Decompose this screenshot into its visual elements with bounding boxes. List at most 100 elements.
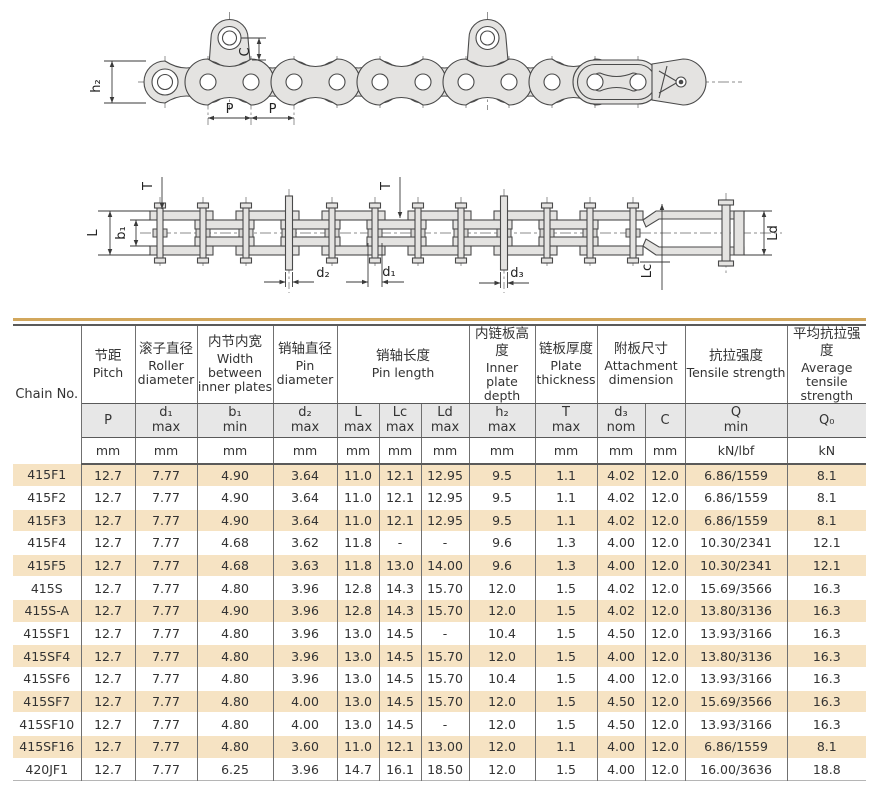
value-cell: 3.96 [273, 576, 338, 600]
fork-end [642, 199, 745, 267]
value-cell: 14.5 [379, 712, 422, 736]
symbol-cell: Q₀ [787, 403, 867, 438]
connecting-link [572, 59, 661, 105]
symbol-cell: b₁ min [197, 403, 274, 438]
value-cell: 16.3 [812, 648, 841, 664]
value-cell: 3.96 [273, 599, 338, 623]
value-cell: 12.0 [645, 622, 686, 645]
table-row: 415S-A 12.7 7.77 4.90 3.96 12.8 14.3 15.70 12.0 1… [13, 599, 867, 623]
value-cell: 13.0 [337, 622, 380, 645]
value-cell: 16.1 [379, 758, 422, 781]
chain-no-cell: 420JF1 [13, 758, 82, 781]
value-cell: 7.77 [135, 486, 198, 510]
value-cell: 8.1 [816, 739, 837, 755]
value-cell: 18.50 [421, 758, 470, 781]
unit-cell: mm [273, 437, 338, 465]
symbol-cell: Lc max [379, 403, 422, 438]
value-cell: 4.50 [597, 690, 646, 713]
value-cell: 12.7 [81, 599, 136, 623]
value-cell: 6.86/1559 [685, 735, 788, 759]
value-cell: 12.0 [645, 712, 686, 736]
value-cell: 4.02 [597, 463, 646, 487]
value-cell: 4.00 [597, 644, 646, 668]
column-group-header: 节距 Pitch [81, 325, 136, 404]
inner-plates [194, 219, 599, 247]
value-cell: - [421, 531, 470, 555]
unit-cell: mm [135, 437, 198, 465]
value-cell: 12.1 [379, 486, 422, 510]
value-cell: 7.77 [135, 554, 198, 577]
dim-label-t: T [141, 182, 156, 191]
gold-rule [13, 318, 866, 321]
value-cell: 15.69/3566 [685, 576, 788, 600]
value-cell: 9.6 [469, 554, 536, 577]
chain-no-cell: 415F3 [13, 509, 82, 532]
table-row: 415SF10 12.7 7.77 4.80 4.00 13.0 14.5-12.0 1.5 4… [13, 712, 867, 736]
value-cell: - [421, 712, 470, 736]
value-cell: 12.0 [469, 690, 536, 713]
value-cell: 12.7 [81, 690, 136, 713]
value-cell: 6.86/1559 [685, 486, 788, 510]
value-cell: 4.90 [197, 599, 274, 623]
dim-label-t: T [379, 182, 394, 191]
chain-no-cell: 415S [13, 576, 82, 600]
column-group-header: 附板尺寸 Attachment dimension [597, 325, 686, 404]
table-row: 415F5 12.7 7.77 4.68 3.63 11.8 13.0 14.00 9.6 1.3… [13, 554, 867, 577]
value-cell: 12.0 [645, 509, 686, 532]
value-cell: 3.63 [273, 554, 338, 577]
value-cell: 8.1 [816, 467, 837, 483]
dim-label-d3: d₃ [510, 266, 523, 281]
symbol-cell: d₂ max [273, 403, 338, 438]
press-fit-pin [284, 195, 294, 271]
symbol-cell: Ld max [421, 403, 470, 438]
value-cell: 1.5 [535, 667, 598, 691]
column-group-header: 链板厚度 Plate thickness [535, 325, 598, 404]
value-cell: 4.02 [597, 509, 646, 532]
symbol-cell: h₂ max [469, 403, 536, 438]
value-cell: 15.70 [421, 667, 470, 691]
unit-cell: mm [379, 437, 422, 465]
unit-cell: mm [469, 437, 536, 465]
dim-label-h2: h₂ [89, 79, 104, 92]
value-cell: 4.68 [197, 531, 274, 555]
unit-cell: mm [81, 437, 136, 465]
value-cell: 12.0 [645, 554, 686, 577]
table-row: 415F1 12.7 7.77 4.90 3.64 11.0 12.1 12.95 9.5 1.1… [13, 463, 867, 487]
value-cell: 3.96 [273, 644, 338, 668]
value-cell: 1.5 [535, 576, 598, 600]
value-cell: 6.25 [197, 758, 274, 781]
side-view-diagram: h₂ C P P [89, 12, 742, 127]
value-cell: 4.80 [197, 576, 274, 600]
value-cell: 6.86/1559 [685, 509, 788, 532]
value-cell: - [421, 622, 470, 645]
unit-cell: mm [597, 437, 646, 465]
value-cell: 7.77 [135, 644, 198, 668]
value-cell: 7.77 [135, 599, 198, 623]
table-row: 415SF4 12.7 7.77 4.80 3.96 13.0 14.5 15.70 12.0 1… [13, 644, 867, 668]
table-row: 415SF16 12.7 7.77 4.80 3.60 11.0 12.1 13.00 12.0… [13, 735, 867, 759]
dim-label-l: L [86, 229, 101, 237]
value-cell: 4.00 [597, 554, 646, 577]
dim-label-p: P [269, 102, 277, 117]
value-cell: 13.0 [337, 667, 380, 691]
value-cell: 18.8 [812, 761, 841, 777]
value-cell: 4.90 [197, 463, 274, 487]
value-cell: 3.96 [273, 758, 338, 781]
chain-no-cell: 415SF10 [13, 712, 82, 736]
dim-label-d2: d₂ [316, 266, 329, 281]
chain-no-header: Chain No. [13, 325, 82, 464]
value-cell: 1.5 [535, 622, 598, 645]
value-cell: 12.7 [81, 463, 136, 487]
value-cell: 7.77 [135, 690, 198, 713]
value-cell: 1.5 [535, 712, 598, 736]
unit-cell: mm [421, 437, 470, 465]
value-cell: 10.30/2341 [685, 531, 788, 555]
value-cell: 1.5 [535, 599, 598, 623]
value-cell: 15.70 [421, 599, 470, 623]
value-cell: 12.7 [81, 758, 136, 781]
value-cell: 1.1 [535, 509, 598, 532]
